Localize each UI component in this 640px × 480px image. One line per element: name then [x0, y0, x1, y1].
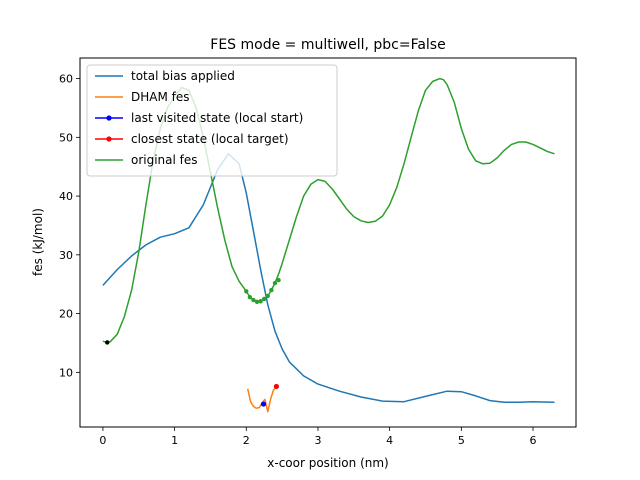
x-tick-label: 1	[171, 434, 178, 447]
legend-label-3: closest state (local target)	[131, 132, 289, 146]
axis-ticks: 0 1 2 3 4 5 6 10 20 30 40 50 60	[59, 73, 536, 447]
marker-0-6	[265, 293, 270, 299]
marker-0-7	[269, 287, 274, 293]
legend-label-0: total bias applied	[131, 69, 235, 83]
marker-0-3	[254, 299, 260, 305]
x-tick-label: 4	[386, 434, 393, 447]
legend-box	[86, 64, 338, 177]
chart-title: FES mode = multiwell, pbc=False	[210, 37, 445, 53]
legend: total bias applied DHAM fes last visited s…	[86, 64, 338, 177]
marker-0-0	[244, 289, 249, 294]
axes-frame	[79, 57, 577, 428]
marker-0-5	[262, 296, 267, 302]
x-tick-label: 6	[529, 434, 536, 447]
x-tick-label: 2	[243, 434, 250, 447]
marker-0-4	[258, 299, 263, 304]
marker-0-9	[276, 277, 281, 283]
x-axis-label: x-coor position (nm)	[267, 456, 388, 470]
x-tick-label: 3	[314, 434, 321, 447]
x-tick-label: 0	[99, 434, 106, 447]
legend-marker-2	[106, 115, 112, 121]
series-line-0	[102, 153, 555, 404]
legend-label-1: DHAM fes	[131, 90, 190, 104]
series-point-3	[273, 383, 279, 390]
marker-0-2	[251, 297, 256, 303]
y-tick-label: 30	[59, 249, 73, 262]
y-axis-label: fes (kJ/mol)	[31, 208, 45, 276]
y-tick-label: 20	[59, 308, 73, 321]
y-tick-label: 40	[59, 190, 73, 203]
marker-0-1	[247, 294, 253, 300]
series-line-1	[246, 386, 277, 413]
y-tick-label: 60	[59, 73, 73, 86]
y-tick-label: 50	[59, 131, 73, 144]
x-tick-label: 5	[458, 434, 465, 447]
legend-label-4: original fes	[131, 153, 198, 167]
y-tick-label: 10	[59, 366, 73, 379]
marker-1-0	[105, 340, 110, 345]
marker-0-8	[272, 280, 278, 286]
legend-label-2: last visited state (local start)	[131, 111, 303, 125]
series-point-2	[260, 401, 267, 407]
legend-marker-3	[106, 136, 112, 142]
